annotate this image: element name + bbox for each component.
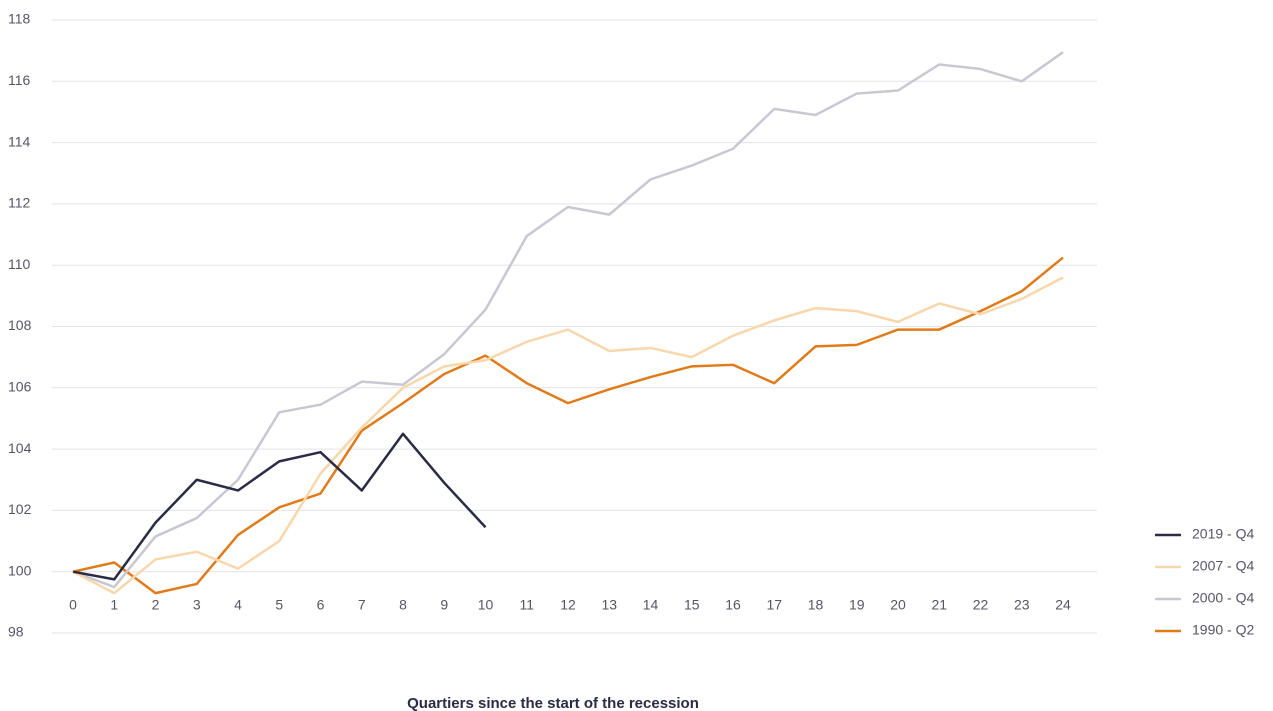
legend-label: 2007 - Q4 — [1192, 558, 1254, 574]
x-tick-label: 18 — [808, 597, 824, 613]
x-axis-title: Quartiers since the start of the recessi… — [407, 695, 699, 711]
x-tick-label: 12 — [560, 597, 576, 613]
x-tick-label: 14 — [643, 597, 659, 613]
x-tick-label: 2 — [152, 597, 160, 613]
x-tick-label: 24 — [1055, 597, 1071, 613]
y-tick-label: 110 — [8, 256, 31, 272]
series-line — [72, 256, 1064, 595]
legend-label: 2019 - Q4 — [1192, 526, 1254, 542]
x-tick-label: 1 — [110, 597, 118, 613]
series-line — [72, 51, 1064, 589]
y-tick-label: 112 — [8, 195, 31, 211]
y-tick-label: 106 — [8, 379, 32, 395]
x-tick-label: 22 — [973, 597, 989, 613]
y-tick-label: 108 — [8, 317, 32, 333]
x-tick-label: 19 — [849, 597, 865, 613]
x-tick-label: 16 — [725, 597, 741, 613]
x-tick-label: 17 — [766, 597, 782, 613]
x-tick-label: 5 — [275, 597, 283, 613]
y-tick-label: 100 — [8, 562, 32, 578]
y-tick-label: 116 — [8, 72, 31, 88]
series-line — [72, 276, 1064, 595]
y-tick-label: 114 — [8, 133, 31, 149]
x-tick-label: 21 — [931, 597, 947, 613]
x-tick-label: 23 — [1014, 597, 1030, 613]
x-tick-label: 8 — [399, 597, 407, 613]
series-line — [72, 432, 487, 581]
x-tick-label: 11 — [519, 597, 534, 613]
x-tick-label: 20 — [890, 597, 906, 613]
x-tick-label: 15 — [684, 597, 700, 613]
x-tick-label: 3 — [193, 597, 201, 613]
x-tick-label: 4 — [234, 597, 242, 613]
x-tick-label: 0 — [69, 597, 77, 613]
y-tick-label: 102 — [8, 501, 32, 517]
legend-label: 1990 - Q2 — [1192, 622, 1254, 638]
x-tick-label: 13 — [601, 597, 617, 613]
y-tick-label: 98 — [8, 624, 24, 640]
x-tick-label: 9 — [440, 597, 448, 613]
x-tick-label: 6 — [317, 597, 325, 613]
y-tick-label: 104 — [8, 440, 32, 456]
x-tick-label: 7 — [358, 597, 366, 613]
legend-label: 2000 - Q4 — [1192, 590, 1254, 606]
x-tick-label: 10 — [478, 597, 494, 613]
y-tick-label: 118 — [8, 11, 31, 27]
